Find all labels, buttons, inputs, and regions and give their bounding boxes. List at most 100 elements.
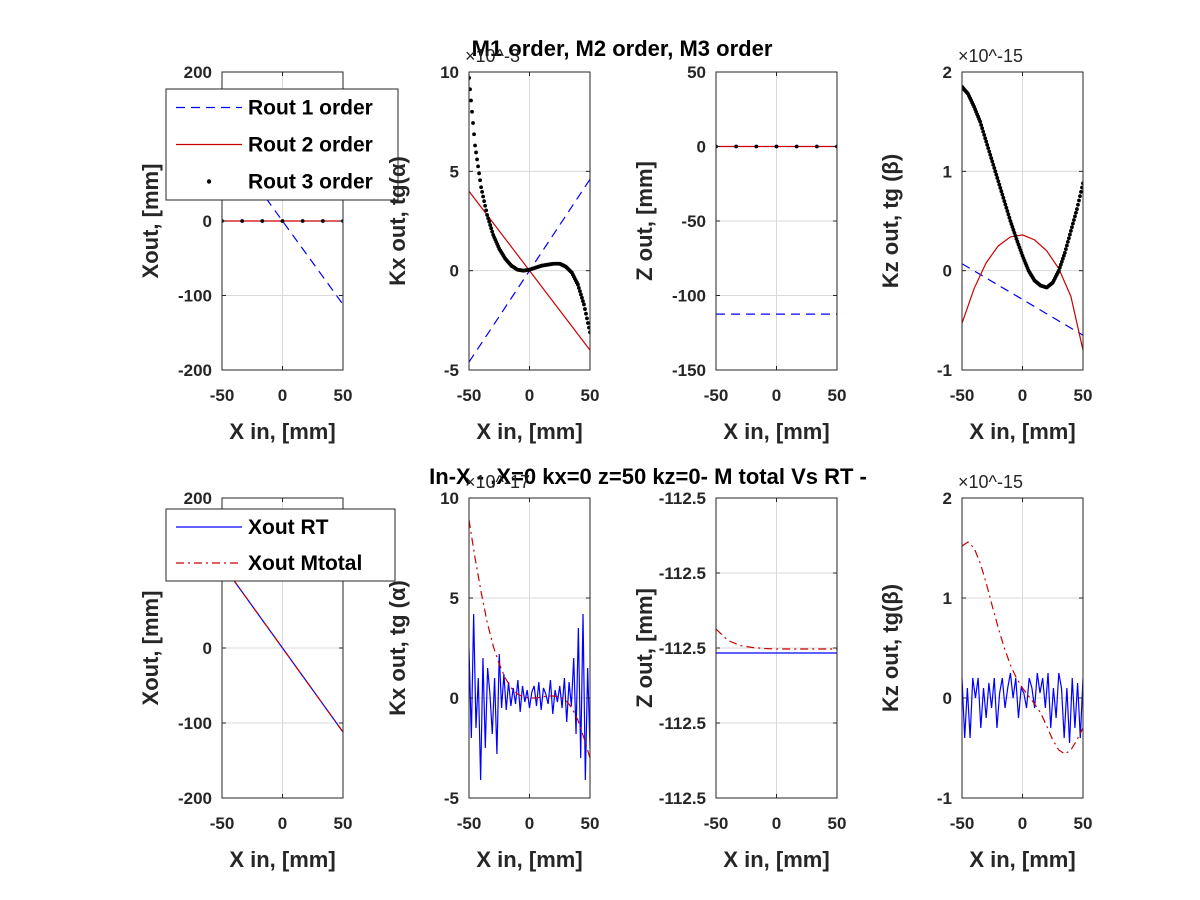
y-tick-label: 1 bbox=[943, 589, 952, 608]
data-point bbox=[1066, 236, 1071, 241]
data-point bbox=[320, 219, 325, 223]
axis-multiplier: ×10^-15 bbox=[958, 472, 1023, 492]
data-point bbox=[469, 87, 472, 92]
legend-box bbox=[165, 508, 396, 582]
y-tick-label: 5 bbox=[450, 162, 459, 181]
y-axis-label: Kz out, tg (β) bbox=[878, 154, 903, 288]
y-tick-label: 0 bbox=[203, 212, 212, 231]
data-point bbox=[280, 219, 285, 223]
x-tick-label: -50 bbox=[704, 814, 729, 833]
x-tick-label: 0 bbox=[772, 386, 781, 405]
x-tick-label: 50 bbox=[581, 814, 600, 833]
data-point bbox=[1006, 212, 1011, 217]
data-point bbox=[979, 123, 984, 127]
data-point bbox=[579, 292, 583, 297]
legend-label: Rout 3 order bbox=[248, 171, 373, 194]
x-tick-label: -50 bbox=[457, 814, 482, 833]
data-point bbox=[990, 159, 995, 164]
data-point bbox=[734, 144, 739, 149]
y-tick-label: 2 bbox=[943, 489, 952, 508]
data-point bbox=[582, 302, 586, 307]
data-point bbox=[490, 229, 495, 234]
data-point bbox=[1079, 189, 1083, 194]
data-point bbox=[471, 121, 475, 125]
y-tick-label: -100 bbox=[672, 287, 706, 306]
data-point bbox=[477, 171, 481, 176]
x-axis-label: X in, [mm] bbox=[476, 419, 582, 444]
y-tick-label: -112.5 bbox=[659, 714, 706, 733]
data-point bbox=[980, 126, 985, 131]
data-point bbox=[580, 295, 584, 300]
data-point bbox=[583, 307, 587, 311]
data-point bbox=[995, 176, 1000, 180]
x-tick-label: 50 bbox=[581, 386, 600, 405]
data-point bbox=[998, 185, 1003, 190]
legend-marker bbox=[206, 179, 212, 184]
data-point bbox=[300, 219, 305, 223]
data-point bbox=[240, 219, 245, 223]
x-tick-label: 50 bbox=[334, 814, 353, 833]
data-point bbox=[1009, 222, 1014, 226]
data-point bbox=[475, 157, 479, 162]
x-axis-label: X in, [mm] bbox=[229, 847, 335, 872]
data-point bbox=[485, 213, 490, 217]
legend-label: Rout 2 order bbox=[248, 134, 373, 157]
data-point bbox=[982, 133, 987, 137]
data-point bbox=[1010, 225, 1015, 229]
data-point bbox=[489, 226, 494, 231]
x-axis-label: X in, [mm] bbox=[723, 847, 829, 872]
data-point bbox=[1005, 209, 1010, 213]
axis-multiplier: ×10^-17 bbox=[465, 472, 530, 492]
data-point bbox=[577, 285, 581, 290]
y-tick-label: 0 bbox=[203, 639, 212, 658]
subplot-bottom-kz: 2 1 0 -1 -50 0 50 X in, [mm] Kz out, tg(β) ×10^-1… bbox=[878, 472, 1092, 872]
data-point bbox=[1071, 221, 1075, 226]
x-axis-label: X in, [mm] bbox=[476, 847, 582, 872]
y-tick-label: -150 bbox=[672, 361, 706, 380]
data-point bbox=[473, 143, 477, 148]
series-rout-3-order bbox=[962, 85, 1083, 290]
x-axis-label: X in, [mm] bbox=[229, 419, 335, 444]
data-point bbox=[1069, 229, 1073, 233]
data-point bbox=[814, 144, 819, 149]
data-point bbox=[472, 132, 476, 137]
x-tick-label: 0 bbox=[525, 814, 534, 833]
legend-label: Xout Mtotal bbox=[248, 552, 362, 575]
data-point bbox=[585, 316, 589, 321]
y-tick-label: 0 bbox=[450, 262, 459, 281]
data-point bbox=[476, 164, 480, 169]
y-tick-label: -112.5 bbox=[659, 564, 706, 583]
x-tick-label: 50 bbox=[334, 386, 353, 405]
legend-label: Rout 1 order bbox=[248, 97, 373, 120]
data-point bbox=[983, 136, 988, 141]
series-xout-mtotal bbox=[962, 541, 1083, 755]
data-point bbox=[584, 311, 588, 316]
data-point bbox=[576, 282, 580, 287]
data-point bbox=[1074, 210, 1078, 215]
x-tick-label: -50 bbox=[950, 814, 975, 833]
data-point bbox=[1008, 219, 1013, 223]
plot-area bbox=[962, 85, 1083, 351]
data-point bbox=[483, 203, 488, 208]
y-tick-label: 50 bbox=[687, 63, 706, 82]
plot-area bbox=[469, 76, 590, 363]
subplot-top-kz: 2 1 0 -1 -50 0 50 X in, [mm] Kz out, tg (β) ×10^-… bbox=[878, 46, 1092, 444]
data-point bbox=[1075, 207, 1079, 211]
data-point bbox=[1062, 250, 1067, 255]
data-point bbox=[993, 169, 998, 174]
data-point bbox=[478, 178, 482, 183]
x-tick-label: 0 bbox=[278, 386, 287, 405]
series-xout-mtotal bbox=[222, 563, 343, 733]
data-point bbox=[1063, 247, 1068, 252]
data-point bbox=[481, 194, 486, 199]
y-tick-label: -5 bbox=[444, 361, 459, 380]
y-tick-label: -112.5 bbox=[659, 789, 706, 808]
x-tick-label: -50 bbox=[210, 814, 235, 833]
axis-multiplier: ×10^-15 bbox=[958, 46, 1023, 66]
x-tick-label: 50 bbox=[1074, 814, 1093, 833]
data-point bbox=[1012, 231, 1017, 235]
x-tick-label: 0 bbox=[278, 814, 287, 833]
data-point bbox=[1067, 232, 1072, 237]
series-xout-rt bbox=[962, 672, 1083, 744]
